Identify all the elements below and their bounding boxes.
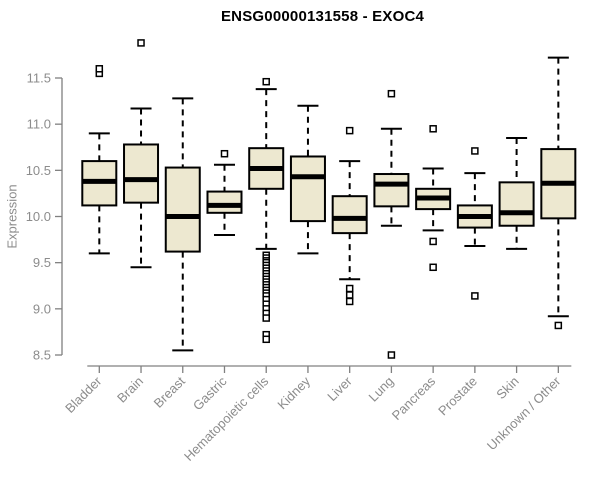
box-breast [164,166,201,253]
outlier-point [429,237,437,246]
y-tick-label: 9.5 [33,255,51,270]
outlier-point [471,147,479,155]
box-lung [373,173,410,208]
y-tick-label: 8.5 [33,348,51,363]
box-skin [498,181,535,227]
x-category-label: Unknown / Other [484,373,564,453]
box-brain [123,143,160,204]
outlier-point [429,263,437,272]
x-category-label: Kidney [274,373,313,412]
x-category-label: Prostate [435,374,480,419]
y-tick-label: 11.5 [27,71,51,86]
x-category-label: Bladder [62,373,105,416]
outlier-point [345,284,354,293]
y-tick-label: 9.0 [33,301,51,316]
x-category-label: Lung [365,374,396,405]
outlier-point [387,351,396,359]
outlier-point [262,77,270,86]
outlier-point [345,297,354,306]
y-tick-label: 10.0 [26,209,51,224]
y-tick-label: 10.5 [26,163,51,178]
outlier-point [429,125,437,133]
outlier-point [471,292,479,300]
outlier-point [387,89,396,98]
x-category-label: Liver [324,373,355,404]
outlier-point [345,126,354,135]
outlier-point [262,335,270,344]
outlier-point [554,321,563,330]
x-category-label: Gastric [190,373,230,413]
outlier-point [345,291,354,299]
x-category-label: Breast [151,373,188,410]
x-category-label: Pancreas [389,373,439,423]
x-category-label: Skin [493,374,521,402]
box-liver [331,195,368,235]
box-gastric [206,190,243,214]
chart-title: ENSG00000131558 - EXOC4 [220,8,425,25]
y-tick-label: 11.0 [27,117,51,132]
box-kidney [289,155,326,223]
x-category-label: Brain [114,374,146,406]
outlier-point [220,149,229,158]
outlier-point [95,65,104,73]
outlier-point [137,39,145,47]
outlier-point [262,314,270,322]
